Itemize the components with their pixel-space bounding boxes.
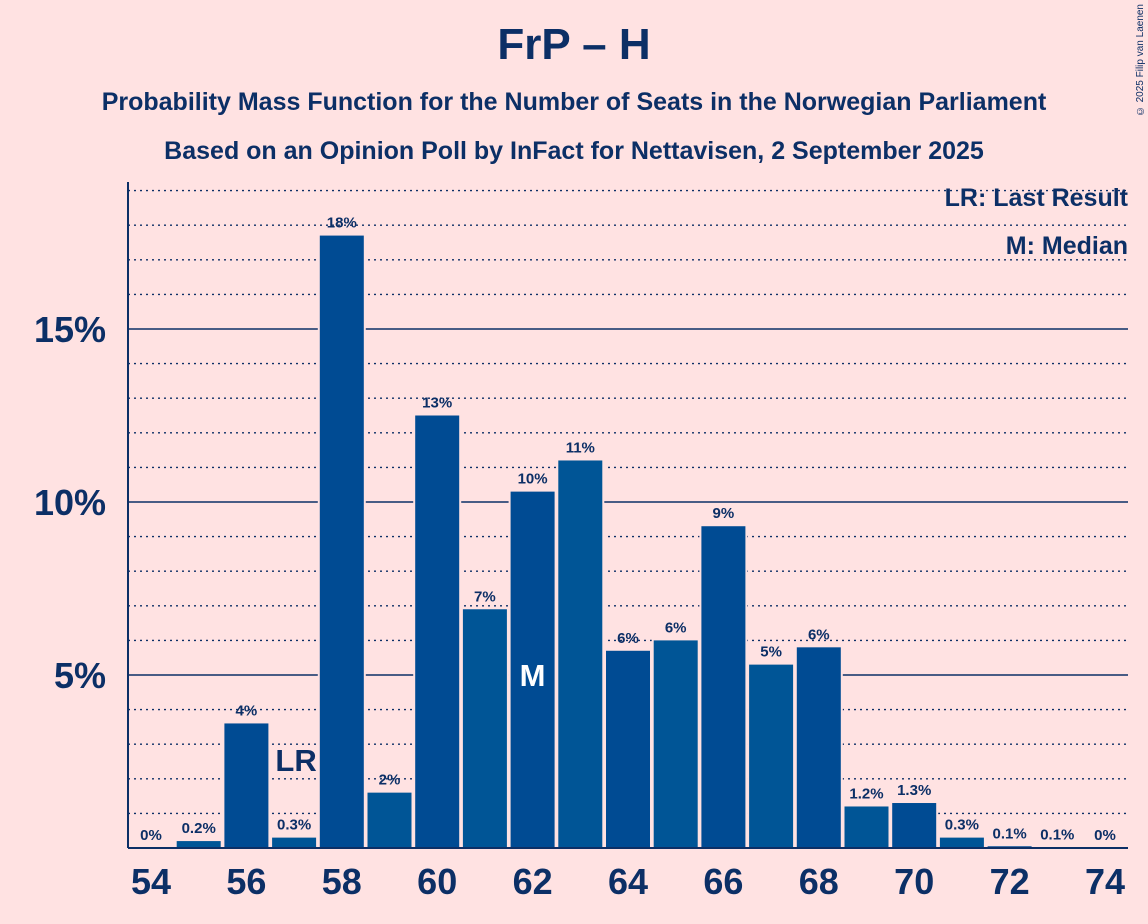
bar-value-label: 7% [474, 588, 496, 605]
x-tick-label: 70 [894, 861, 934, 902]
bar-seat-64 [606, 650, 650, 848]
bar-value-label: 6% [808, 626, 830, 643]
bar-value-label: 13% [422, 395, 452, 412]
y-tick-label: 10% [34, 482, 106, 523]
bar-value-label: 0.1% [1040, 826, 1074, 843]
legend-median: M: Median [1005, 232, 1128, 260]
bar-seat-61 [462, 609, 507, 848]
x-tick-label: 60 [417, 861, 457, 902]
bar-value-label: 4% [236, 702, 258, 719]
x-tick-label: 58 [322, 861, 362, 902]
bar-value-label: 1.3% [897, 782, 931, 799]
bar-value-label: 9% [713, 505, 735, 522]
bar-value-label: 6% [665, 619, 687, 636]
last-result-marker: LR [275, 743, 316, 778]
bar-seat-67 [749, 664, 794, 848]
x-tick-label: 54 [131, 861, 171, 902]
bar-value-label: 10% [518, 471, 548, 488]
bar-value-label: 5% [760, 644, 782, 661]
bar-gap [985, 844, 1034, 848]
bar-seat-57 [272, 837, 317, 848]
bar-seat-55 [176, 841, 221, 848]
chart-title: FrP – H [497, 20, 651, 69]
bar-seat-59 [367, 792, 412, 848]
bar-value-label: 0.3% [277, 817, 311, 834]
bar-value-label: 1.2% [849, 785, 883, 802]
bar-seat-60 [415, 415, 460, 848]
x-tick-label: 62 [513, 861, 553, 902]
bar-value-label: 11% [566, 439, 595, 456]
x-tick-label: 68 [799, 861, 839, 902]
y-tick-label: 15% [34, 309, 106, 350]
bar-seat-68 [796, 647, 841, 848]
bar-value-label: 0.2% [182, 820, 216, 837]
bar-seat-71 [939, 837, 984, 848]
bar-value-label: 2% [379, 772, 401, 789]
bar-value-label: 0.3% [945, 817, 979, 834]
median-marker: M [520, 658, 546, 693]
bar-value-label: 0.1% [992, 825, 1026, 842]
bar-value-label: 18% [327, 215, 357, 232]
bar-seat-56 [224, 723, 269, 848]
x-tick-label: 74 [1085, 861, 1125, 902]
bar-seat-63 [558, 460, 603, 848]
x-tick-label: 56 [226, 861, 266, 902]
x-tick-label: 66 [703, 861, 743, 902]
bar-seat-66 [701, 526, 746, 848]
bar-value-label: 0% [1094, 827, 1116, 844]
x-tick-label: 64 [608, 861, 648, 902]
chart-subtitle-1: Probability Mass Function for the Number… [101, 88, 1047, 116]
bar-value-label: 0% [140, 827, 162, 844]
bar-value-label: 6% [617, 630, 639, 647]
chart-subtitle-2: Based on an Opinion Poll by InFact for N… [164, 137, 984, 165]
legend-last-result: LR: Last Result [944, 184, 1128, 212]
bar-seat-70 [892, 803, 937, 848]
bar-seat-62 [510, 491, 555, 848]
bar-gap [1033, 845, 1082, 848]
bar-seat-65 [653, 640, 698, 848]
y-tick-label: 5% [54, 655, 106, 696]
bar-seat-69 [844, 806, 889, 848]
bar-seat-58 [319, 235, 364, 848]
x-tick-label: 72 [990, 861, 1030, 902]
